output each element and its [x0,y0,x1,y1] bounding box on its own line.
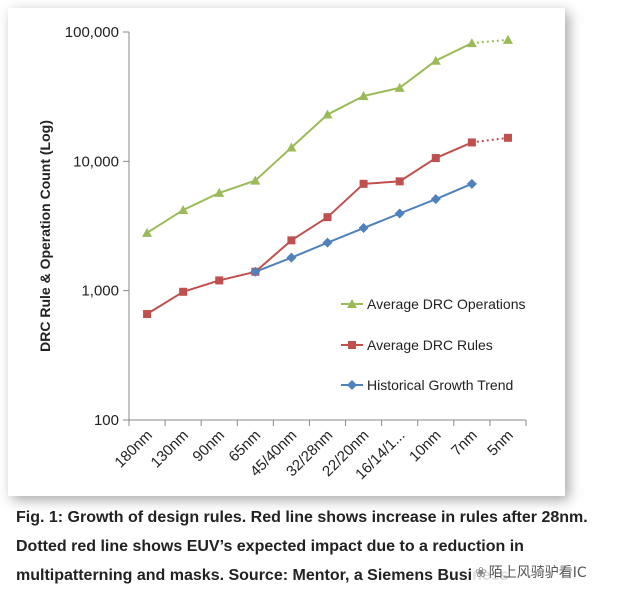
series-segment [146,209,184,234]
series-segment [218,179,256,194]
data-point [358,91,369,101]
data-point [503,133,512,142]
x-tick-label: 7nm [448,427,481,460]
series-segment [182,279,220,293]
data-point [430,55,441,65]
legend-marker [347,380,357,390]
series-segment [399,157,437,183]
series-segment [291,241,328,259]
data-point [215,276,224,285]
data-point [394,82,405,92]
data-point [430,194,441,205]
series-segment [363,86,400,97]
data-point [322,237,333,248]
series-segment [146,290,184,315]
legend-label: Average DRC Operations [367,296,525,312]
watermark: ❀ 陌上风骑驴看IC [473,562,589,582]
x-tick-label: 10nm [406,427,445,466]
data-point [394,208,405,219]
data-point [286,142,297,152]
data-point [358,223,369,234]
wechat-icon: ❀ [475,565,487,581]
series-segment [254,146,293,182]
series-segment-dotted [471,38,509,45]
data-point [250,175,261,185]
data-point [323,213,332,222]
series-segment [327,227,364,244]
data-point [322,109,333,119]
y-tick-label: 100,000 [65,24,119,41]
data-point [143,310,152,319]
y-tick-label: 100 [94,412,119,429]
x-tick-label: 180nm [111,427,155,471]
legend-label: Historical Growth Trend [367,377,513,393]
data-point [250,266,261,277]
series-segment [290,216,329,242]
data-point [287,236,296,245]
series-segment [327,95,365,116]
series-0 [142,34,513,237]
chart-panel: 100 1,000 10,000 100,000 180nm 130nm 90nm 65nm 4… [8,8,565,496]
data-point [431,154,440,163]
data-point [359,179,368,188]
series-segment [326,183,365,218]
data-point [466,178,477,189]
data-point [142,227,153,237]
y-tick-label: 10,000 [73,153,119,170]
series-segment [399,59,437,89]
data-point [466,38,477,48]
y-tick-label: 1,000 [81,283,119,300]
series-segment [399,198,437,215]
data-point [214,187,225,197]
legend-marker [348,341,356,349]
data-point [395,177,404,186]
series-segment [218,270,256,282]
series-segment [182,192,220,211]
legend-label: Average DRC Rules [367,337,493,353]
series-segment [435,141,473,159]
data-point [286,252,297,263]
series-segment [290,113,329,149]
series-segment [435,42,473,62]
data-point [467,138,476,147]
series-2 [250,178,477,277]
x-tick-label: 5nm [484,427,517,460]
series-segment [435,182,473,201]
data-point [178,205,189,215]
figure: 100 1,000 10,000 100,000 180nm 130nm 90nm 65nm 4… [8,8,565,496]
data-point [502,34,513,44]
drc-growth-chart: 1001,00010,000100,000180nm130nm90nm65nm4… [37,24,527,483]
series-segment [254,239,293,273]
series-segment [363,212,401,229]
legend-marker [347,299,357,308]
series-segment-dotted [471,136,509,144]
figure-caption: Fig. 1: Growth of design rules. Red line… [16,509,588,584]
series-segment [363,180,400,185]
x-tick-label: 90nm [189,427,228,466]
series-1 [143,133,512,319]
data-point [179,287,188,296]
x-tick-label: 130nm [148,427,192,471]
series-segment [254,256,292,273]
watermark-text: 陌上风骑驴看IC [488,565,587,581]
y-axis-label: DRC Rule & Operation Count (Log) [37,120,53,352]
